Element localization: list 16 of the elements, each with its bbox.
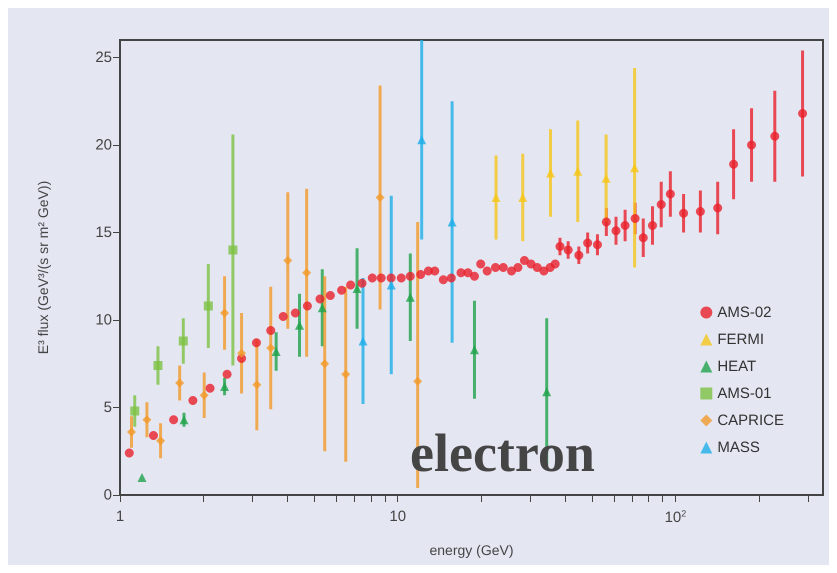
y-axis-title: E³ flux (GeV³/(s sr m² GeV)) [35, 180, 51, 354]
y-tick-label: 15 [95, 224, 112, 241]
legend-label: HEAT [717, 358, 756, 375]
y-tick-label: 10 [95, 312, 112, 328]
legend-label: AMS-02 [717, 304, 772, 321]
y-tick-label: 0 [104, 486, 112, 504]
x-tick-label: 1 [116, 508, 124, 525]
x-axis-title: energy (GeV) [429, 542, 514, 558]
legend-label: CAPRICE [717, 412, 784, 429]
legend-label: AMS-01 [717, 385, 772, 402]
legend-label: FERMI [717, 331, 764, 348]
y-tick-label: 5 [104, 399, 112, 416]
x-tick-label: 10 [389, 508, 406, 525]
legend-label: MASS [717, 439, 760, 456]
y-tick-label: 20 [95, 136, 112, 154]
y-tick-label: 25 [95, 49, 112, 66]
